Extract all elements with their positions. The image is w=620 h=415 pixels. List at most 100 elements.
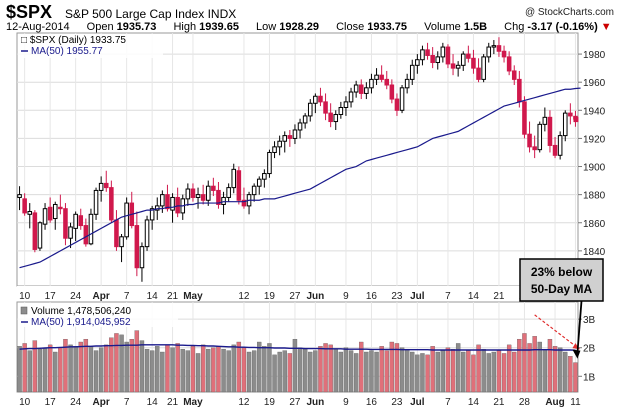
candle-body [231,168,237,189]
ticker-symbol: $SPX [6,2,53,22]
volume-bar [32,340,38,393]
volume-bar [297,347,303,393]
volume-bar [343,347,349,393]
open-label: Open [86,21,114,33]
volume-bar [481,348,486,393]
volume-bar [415,354,420,393]
price-panel: 1840 1860 1880 1900 1920 1940 1960 1980 □ $SPX (… [16,32,606,287]
volume-bar [175,343,180,393]
candle-body [262,173,267,180]
source-credit: @ StockCharts.com [524,7,614,18]
volume-bar [124,341,129,393]
volume-x-tick-label: Aug [545,397,564,408]
volume-bar [338,351,344,393]
candle-body [37,222,43,249]
volume-bar [547,338,553,393]
price-x-tick-label: 9 [343,291,349,302]
candle-body [430,54,435,64]
candle-body [389,84,395,100]
candle-body [445,46,451,65]
volume-bar [476,344,481,393]
open-value: 1935.73 [116,21,157,33]
volume-bar [384,350,389,393]
candle-body [297,122,303,131]
candle-body [307,102,313,117]
volume-bar [139,340,145,393]
candle-body [455,64,461,69]
candle-body [517,78,522,103]
chart-header: $SPX S&P 500 Large Cap Index INDX @ Stoc… [6,2,614,33]
volume-bar [190,346,196,393]
volume-bar [257,341,262,393]
candle-body [103,182,109,189]
volume-bar [83,338,89,393]
volume-bar [78,341,83,393]
candle-body [527,133,532,148]
volume-bar [333,348,338,393]
volume-ma-legend-label: MA(50) 1,914,045,952 [31,317,131,328]
volume-bar [557,347,563,393]
candle-body [496,45,502,52]
volume-bar [170,347,175,393]
volume-bar [47,344,53,393]
candle-body [272,146,277,153]
volume-bar [206,348,211,393]
volume-bar [58,347,63,393]
price-x-tick-label: 21 [167,291,179,302]
candle-body [256,178,262,187]
candle-body [379,74,384,80]
volume-bar [450,348,456,393]
volume-bar [532,336,537,393]
down-triangle-icon: ▼ [600,21,612,33]
volume-x-tick-label: 17 [45,397,57,408]
volume-x-tick-label: 16 [366,397,378,408]
volume-x-axis: 10 17 24 Apr 7 14 21 May 12 19 27 Jun 9 16 23 Jul 7 14 21 2… [19,397,581,408]
candle-body [557,135,563,156]
volume-bar [440,350,446,393]
volume-legend-label: Volume 1,478,506,240 [31,306,132,317]
candle-body [425,49,430,56]
price-x-tick-label: 21 [493,291,505,302]
candle-body [17,194,22,198]
volume-x-tick-label: 28 [519,397,531,408]
ma50-line [19,87,581,269]
candle-body [63,208,68,239]
volume-bar [165,344,170,393]
price-tick-label: 1900 [583,163,606,174]
candle-body [486,46,492,58]
price-x-tick-label: 17 [45,291,57,302]
price-x-tick-label: 27 [289,291,301,302]
price-x-tick-label: 19 [264,291,276,302]
candle-body [236,170,242,201]
candle-body [58,206,63,210]
volume-x-tick-label: 21 [493,397,505,408]
candle-body [277,140,282,148]
volume-bar [389,341,395,393]
volume-bar [313,350,318,393]
volume-bar [129,338,134,393]
volume-x-tick-label: 21 [167,397,179,408]
volume-bar [216,346,221,393]
quote-date: 12-Aug-2014 [6,21,70,33]
volume-bar [180,348,185,393]
candle-body [450,63,456,69]
candle-body [149,208,155,221]
candle-body [420,49,425,61]
volume-x-tick-label: 23 [391,397,403,408]
volume-bar [119,334,124,393]
candle-body [221,196,226,205]
candle-body [552,144,558,156]
volume-bar [226,350,231,393]
volume-x-tick-label: Jul [410,397,425,408]
volume-x-tick-label: 14 [468,397,480,408]
volume-x-tick-label: 9 [343,397,349,408]
quote-line: 12-Aug-2014 Open 1935.73 High 1939.65 Lo… [6,21,612,33]
candle-body [415,59,420,66]
candle-body [114,219,119,248]
candle-body [88,213,94,245]
price-tick-label: 1880 [583,191,606,202]
volume-bar [410,351,415,393]
candle-body [302,115,308,124]
candle-body [73,213,78,229]
candle-body [471,57,476,69]
